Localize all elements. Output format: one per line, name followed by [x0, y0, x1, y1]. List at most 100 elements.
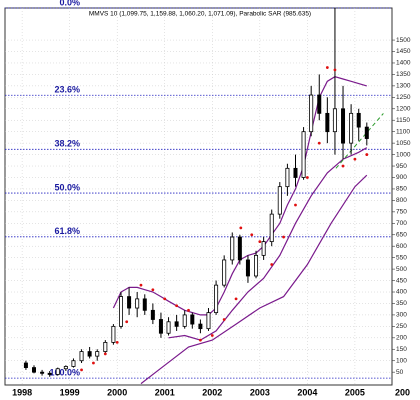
candle-body	[190, 314, 195, 325]
candle-body	[127, 296, 132, 309]
sar-dot	[250, 233, 254, 237]
sar-dot	[125, 320, 129, 324]
candle-body	[23, 362, 28, 368]
candle-body	[332, 108, 337, 133]
candle-body	[301, 131, 306, 178]
candle-body	[356, 112, 361, 128]
x-tick-label: 2003	[250, 387, 270, 397]
sar-dot	[222, 318, 226, 321]
sar-dot	[333, 68, 337, 72]
candle-body	[40, 371, 45, 374]
sar-dot	[239, 226, 243, 230]
x-tick-label: 1998	[12, 387, 32, 397]
sar-dot	[175, 304, 179, 308]
candle-body	[230, 236, 235, 261]
x-tick-label: 2001	[155, 387, 175, 397]
candle-body	[158, 319, 163, 334]
candle-body	[214, 284, 219, 314]
y-tick-label: 750	[396, 209, 407, 216]
candle-body	[341, 108, 346, 144]
sar-dot	[151, 288, 155, 292]
y-tick-label: 50	[396, 369, 404, 376]
candle-body	[285, 167, 290, 188]
sar-dot	[139, 283, 143, 287]
candle-body	[55, 368, 60, 375]
y-tick-label: 1500	[396, 37, 411, 44]
sar-dot	[270, 263, 274, 266]
candle-body	[293, 167, 298, 178]
x-tick-label: 2000	[107, 387, 127, 397]
candle-body	[254, 254, 259, 277]
candle-body	[269, 213, 274, 243]
sar-dot	[305, 176, 309, 179]
y-tick-label: 1250	[396, 94, 411, 101]
y-tick-label: 1300	[396, 83, 411, 90]
candle-body	[111, 325, 116, 343]
candle-body	[261, 241, 266, 256]
candle-body	[349, 112, 354, 144]
x-tick-label: 2005	[345, 387, 365, 397]
candle-body	[103, 341, 108, 352]
candle-body	[277, 186, 282, 215]
y-tick-label: 1200	[396, 105, 411, 112]
sar-dot	[353, 157, 357, 161]
sar-dot	[282, 235, 286, 239]
sar-dot	[163, 297, 167, 301]
plot-area	[4, 7, 393, 386]
y-tick-label: 350	[396, 300, 407, 307]
y-tick-label: 1400	[396, 60, 411, 67]
y-tick-label: 450	[396, 277, 407, 284]
sar-dot	[103, 352, 107, 356]
candle-body	[79, 351, 84, 362]
fib-label: 61.8%	[54, 226, 80, 236]
moving-average	[140, 174, 368, 385]
candle-body	[364, 126, 369, 139]
sar-dot	[80, 368, 83, 372]
x-tick-label: 1999	[60, 387, 80, 397]
candle-body	[119, 296, 124, 327]
candle-body	[142, 298, 147, 311]
y-tick-label: 250	[396, 323, 407, 330]
moving-average	[168, 147, 368, 341]
candle-body	[95, 351, 100, 357]
candle-body	[237, 236, 242, 261]
y-tick-label: 950	[396, 163, 407, 170]
candle-body	[135, 298, 140, 309]
candle-body	[317, 94, 322, 114]
y-tick-label: 600	[396, 243, 407, 250]
sar-dot	[92, 361, 95, 365]
candle-body	[182, 314, 187, 327]
sar-dot	[317, 141, 321, 145]
y-tick-label: 800	[396, 197, 407, 204]
candle-body	[309, 94, 314, 133]
fib-label: 38.2%	[54, 139, 80, 149]
subtitle: MMVS 10 (1,099.75, 1,159.88, 1,060.20, 1…	[89, 11, 311, 18]
y-tick-label: 1150	[396, 117, 410, 124]
sar-dot	[115, 340, 119, 344]
fib-label: 23.6%	[54, 85, 80, 95]
candle-body	[198, 323, 203, 330]
y-tick-label: 1450	[396, 48, 411, 55]
candle-body	[47, 372, 52, 375]
sar-dot	[199, 338, 202, 342]
candle-body	[87, 351, 92, 357]
y-tick-label: 300	[396, 312, 407, 319]
y-tick-label: 1100	[396, 128, 410, 135]
x-tick-label: 2002	[202, 387, 222, 397]
sar-dot	[294, 203, 297, 207]
x-tick-label: 2004	[297, 387, 317, 397]
y-tick-label: 200	[396, 335, 407, 342]
y-tick-label: 1000	[396, 151, 411, 158]
x-tick-label: 200	[395, 387, 410, 397]
candle-body	[222, 259, 227, 286]
candle-body	[166, 321, 171, 334]
candle-body	[150, 309, 155, 320]
fib-label: 50.0%	[54, 182, 80, 192]
y-tick-label: 550	[396, 254, 407, 261]
y-tick-label: 150	[396, 346, 407, 353]
candle-body	[174, 321, 179, 327]
trend-line	[335, 113, 384, 169]
y-tick-label: 650	[396, 231, 407, 238]
fib-label: 0.0%	[59, 0, 80, 7]
y-tick-label: 900	[396, 174, 407, 181]
